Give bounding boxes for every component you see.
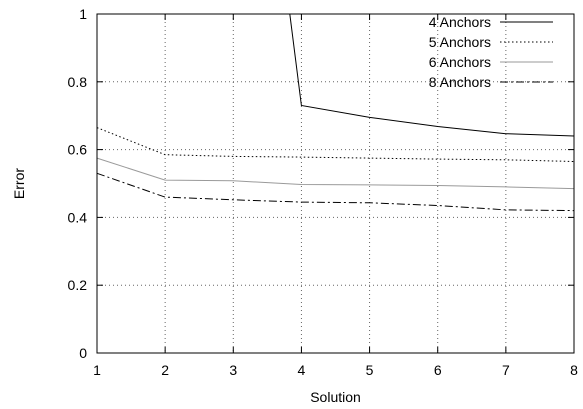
legend-label: 6 Anchors — [429, 54, 491, 70]
legend: 4 Anchors 5 Anchors 6 Anchors 8 Anchors — [429, 14, 553, 90]
x-tick-label: 4 — [298, 362, 306, 378]
x-tick-label: 3 — [229, 362, 237, 378]
series-line-3 — [96, 157, 575, 190]
plot-frame — [96, 13, 575, 354]
series-line-4 — [96, 172, 575, 212]
x-tick-label: 8 — [570, 362, 578, 378]
x-tick-label: 5 — [366, 362, 374, 378]
series-line-1 — [289, 13, 575, 137]
x-axis-label: Solution — [310, 389, 361, 405]
legend-label: 5 Anchors — [429, 34, 491, 50]
y-tick-label: 0.2 — [68, 277, 88, 293]
x-tick-label: 6 — [434, 362, 442, 378]
legend-label: 8 Anchors — [429, 74, 491, 90]
x-tick-label: 1 — [93, 362, 101, 378]
y-tick-label: 0.8 — [68, 74, 88, 90]
y-tick-label: 0.6 — [68, 142, 88, 158]
y-axis-label: Error — [11, 168, 27, 199]
x-tick-label: 7 — [502, 362, 510, 378]
y-tick-label: 0.4 — [68, 209, 88, 225]
series-lines — [96, 13, 575, 212]
series-line-2 — [96, 127, 575, 162]
y-tick-label: 0 — [79, 345, 87, 361]
legend-label: 4 Anchors — [429, 14, 491, 30]
grid-lines — [97, 14, 574, 353]
x-tick-label: 2 — [161, 362, 169, 378]
y-tick-label: 1 — [79, 6, 87, 22]
axis-ticks: 1 2 3 4 5 6 7 8 0 0.2 0.4 0.6 0.8 1 — [68, 6, 579, 378]
